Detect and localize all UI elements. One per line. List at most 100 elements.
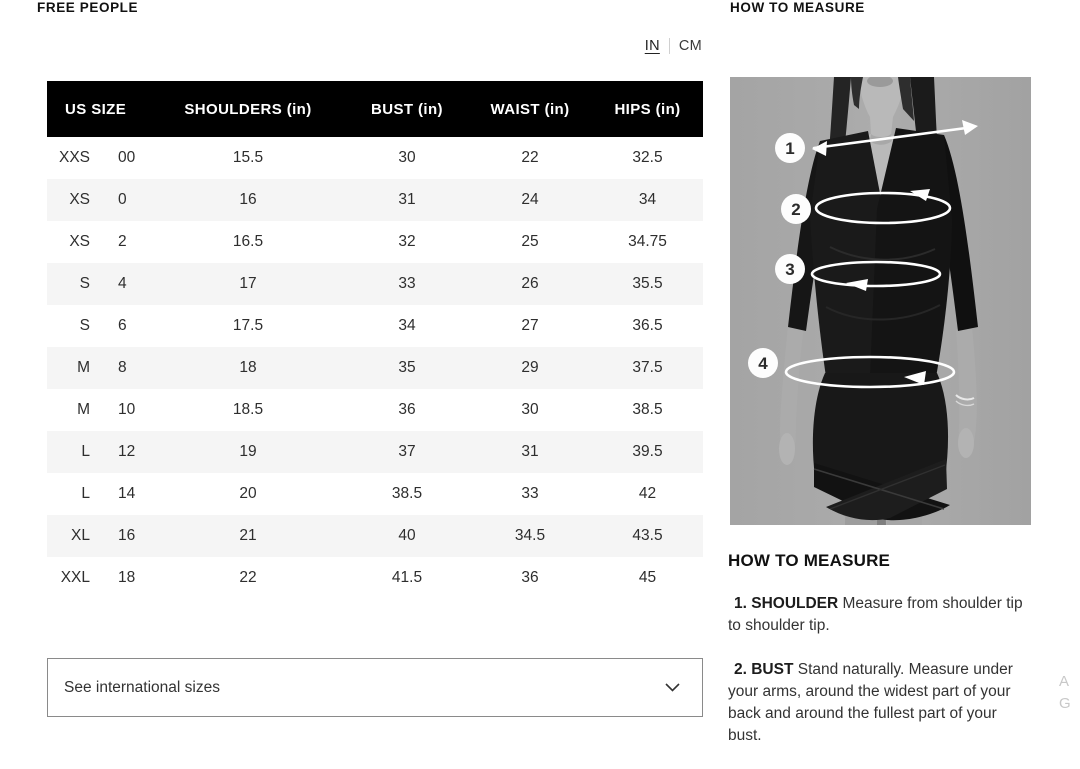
table-row: XS 0 16 31 24 34 (47, 179, 703, 221)
cell-bust: 35 (398, 359, 416, 376)
measure-step-bust: 2. BUST Stand naturally. Measure under y… (728, 661, 1013, 744)
cell-hips: 38.5 (632, 401, 663, 418)
cell-hips: 35.5 (632, 275, 663, 292)
marker-3: 3 (775, 254, 805, 284)
cell-waist: 22 (521, 149, 539, 166)
marker-1: 1 (775, 133, 805, 163)
cell-shoulders: 21 (239, 527, 257, 544)
cell-size-letter: XXL (60, 569, 90, 586)
cell-shoulders: 18 (239, 359, 257, 376)
cell-waist: 33 (521, 485, 539, 502)
table-row: S 4 17 33 26 35.5 (47, 263, 703, 305)
cell-hips: 34.75 (628, 233, 667, 250)
cell-waist: 36 (521, 569, 539, 586)
cell-shoulders: 17.5 (232, 317, 264, 334)
table-row: XL 16 21 40 34.5 43.5 (47, 515, 703, 557)
cell-size-letter: XXS (58, 149, 90, 166)
marker-4: 4 (748, 348, 778, 378)
cell-bust: 30 (398, 149, 416, 166)
cell-bust: 32 (398, 233, 416, 250)
svg-text:3: 3 (785, 260, 794, 279)
cell-bust: 36 (398, 401, 416, 418)
cell-size-number: 8 (118, 359, 127, 376)
size-chart-table: US SIZE SHOULDERS (in) BUST (in) WAIST (… (47, 81, 703, 599)
table-row: L 12 19 37 31 39.5 (47, 431, 703, 473)
cell-bust: 40 (398, 527, 416, 544)
cell-bust: 34 (398, 317, 416, 334)
cell-size-number: 18 (118, 569, 136, 586)
table-row: M 8 18 35 29 37.5 (47, 347, 703, 389)
cell-size-number: 10 (118, 401, 136, 418)
cell-size-number: 4 (118, 275, 127, 292)
table-row: XS 2 16.5 32 25 34.75 (47, 221, 703, 263)
clipped-side-widget-text: A G (1059, 673, 1071, 712)
unit-toggle-divider (668, 38, 670, 54)
cell-waist: 27 (521, 317, 539, 334)
header-us-size: US SIZE (65, 100, 127, 118)
header-hips: HIPS (in) (614, 100, 681, 118)
cell-shoulders: 18.5 (232, 401, 264, 418)
how-to-measure-top-heading: HOW TO MEASURE (730, 0, 865, 15)
svg-text:2: 2 (791, 200, 800, 219)
cell-shoulders: 19 (239, 443, 257, 460)
cell-shoulders: 15.5 (232, 149, 264, 166)
cell-shoulders: 20 (239, 485, 257, 502)
cell-bust: 41.5 (391, 569, 423, 586)
table-row: XXL 18 22 41.5 36 45 (47, 557, 703, 599)
cell-hips: 42 (638, 485, 657, 502)
cell-hips: 39.5 (632, 443, 663, 460)
international-sizes-dropdown[interactable]: See international sizes (47, 658, 703, 717)
unit-toggle: IN CM (645, 38, 702, 54)
cell-size-number: 2 (118, 233, 127, 250)
cell-bust: 31 (398, 191, 416, 208)
cell-size-letter: XL (71, 527, 90, 544)
how-to-measure-section-heading: HOW TO MEASURE (728, 551, 891, 570)
cell-size-letter: L (81, 443, 90, 460)
brand-logo: FREE PEOPLE (37, 0, 139, 15)
cell-bust: 38.5 (391, 485, 423, 502)
model-arms (779, 325, 977, 465)
cell-size-letter: M (77, 359, 90, 376)
table-row: XXS 00 15.5 30 22 32.5 (47, 137, 703, 179)
header-waist: WAIST (in) (490, 100, 570, 118)
cell-waist: 26 (521, 275, 539, 292)
cell-hips: 43.5 (632, 527, 663, 544)
cell-size-number: 00 (118, 149, 136, 166)
cell-size-letter: XS (69, 191, 90, 208)
cell-hips: 36.5 (632, 317, 663, 334)
cell-size-letter: S (79, 275, 90, 292)
svg-text:1: 1 (785, 139, 794, 158)
table-row: M 10 18.5 36 30 38.5 (47, 389, 703, 431)
cell-size-letter: S (79, 317, 90, 334)
measure-step-shoulder: 1. SHOULDER Measure from shoulder tip to… (728, 595, 1023, 634)
cell-hips: 32.5 (632, 149, 663, 166)
chevron-down-icon (665, 683, 680, 692)
cell-shoulders: 17 (239, 275, 257, 292)
cell-shoulders: 22 (239, 569, 257, 586)
cell-hips: 37.5 (632, 359, 663, 376)
cell-size-number: 14 (118, 485, 136, 502)
cell-size-number: 6 (118, 317, 127, 334)
cell-shoulders: 16.5 (232, 233, 264, 250)
cell-size-letter: M (77, 401, 90, 418)
unit-cm-button[interactable]: CM (678, 38, 702, 54)
header-bust: BUST (in) (371, 100, 443, 118)
cell-hips: 34 (638, 191, 657, 208)
cell-size-letter: L (81, 485, 90, 502)
cell-size-number: 16 (118, 527, 136, 544)
cell-waist: 25 (521, 233, 539, 250)
international-sizes-label: See international sizes (64, 678, 220, 696)
cell-size-letter: XS (69, 233, 90, 250)
cell-waist: 34.5 (514, 527, 546, 544)
cell-waist: 24 (521, 191, 539, 208)
unit-in-button[interactable]: IN (644, 38, 660, 54)
table-row: S 6 17.5 34 27 36.5 (47, 305, 703, 347)
measurement-guide-image: 1 2 3 4 (730, 75, 1031, 525)
size-chart-header-row: US SIZE SHOULDERS (in) BUST (in) WAIST (… (47, 81, 703, 137)
cell-bust: 37 (398, 443, 416, 460)
cell-waist: 30 (521, 401, 539, 418)
cell-bust: 33 (398, 275, 416, 292)
cell-size-number: 12 (118, 443, 136, 460)
cell-hips: 45 (638, 569, 657, 586)
svg-text:4: 4 (758, 354, 768, 373)
